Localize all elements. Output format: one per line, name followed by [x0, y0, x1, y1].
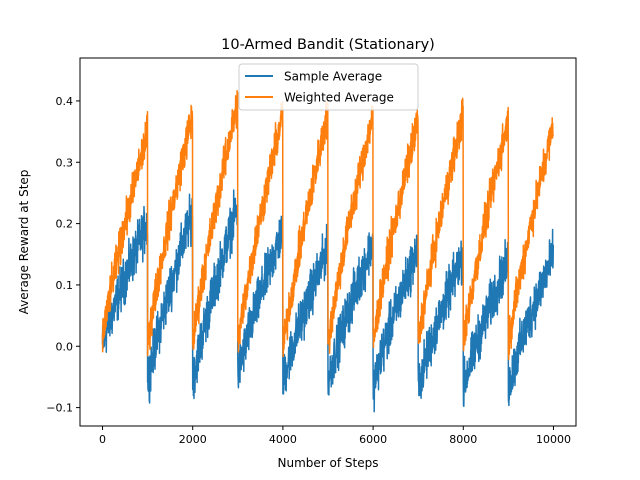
legend: Sample Average Weighted Average: [238, 63, 419, 111]
y-tick-label: 0.1: [56, 279, 74, 292]
y-axis: −0.1 0.0 0.1 0.2 0.3 0.4: [46, 95, 80, 415]
x-tick-label: 10000: [536, 433, 571, 446]
x-tick-label: 0: [99, 433, 106, 446]
x-tick-label: 6000: [359, 433, 387, 446]
series-layer: [101, 90, 555, 413]
series-line-weighted-average: [101, 90, 555, 361]
y-tick-label: 0.0: [56, 340, 74, 353]
chart-title: 10-Armed Bandit (Stationary): [221, 37, 435, 53]
x-tick-label: 8000: [449, 433, 477, 446]
plot-frame: [79, 57, 577, 427]
y-axis-label: Average Reward at Step: [17, 170, 31, 315]
x-tick-label: 2000: [179, 433, 207, 446]
y-tick-label: 0.3: [56, 156, 74, 169]
y-tick-label: −0.1: [46, 402, 73, 415]
plot-area: [79, 57, 577, 427]
y-tick-label: 0.4: [56, 95, 74, 108]
legend-label-sample-average: Sample Average: [284, 70, 382, 84]
y-tick-label: 0.2: [56, 218, 74, 231]
x-axis-label: Number of Steps: [278, 456, 379, 470]
legend-label-weighted-average: Weighted Average: [284, 91, 394, 105]
legend-box: [238, 63, 419, 111]
x-axis: 0 2000 4000 6000 8000 10000: [99, 426, 571, 446]
x-tick-label: 4000: [269, 433, 297, 446]
